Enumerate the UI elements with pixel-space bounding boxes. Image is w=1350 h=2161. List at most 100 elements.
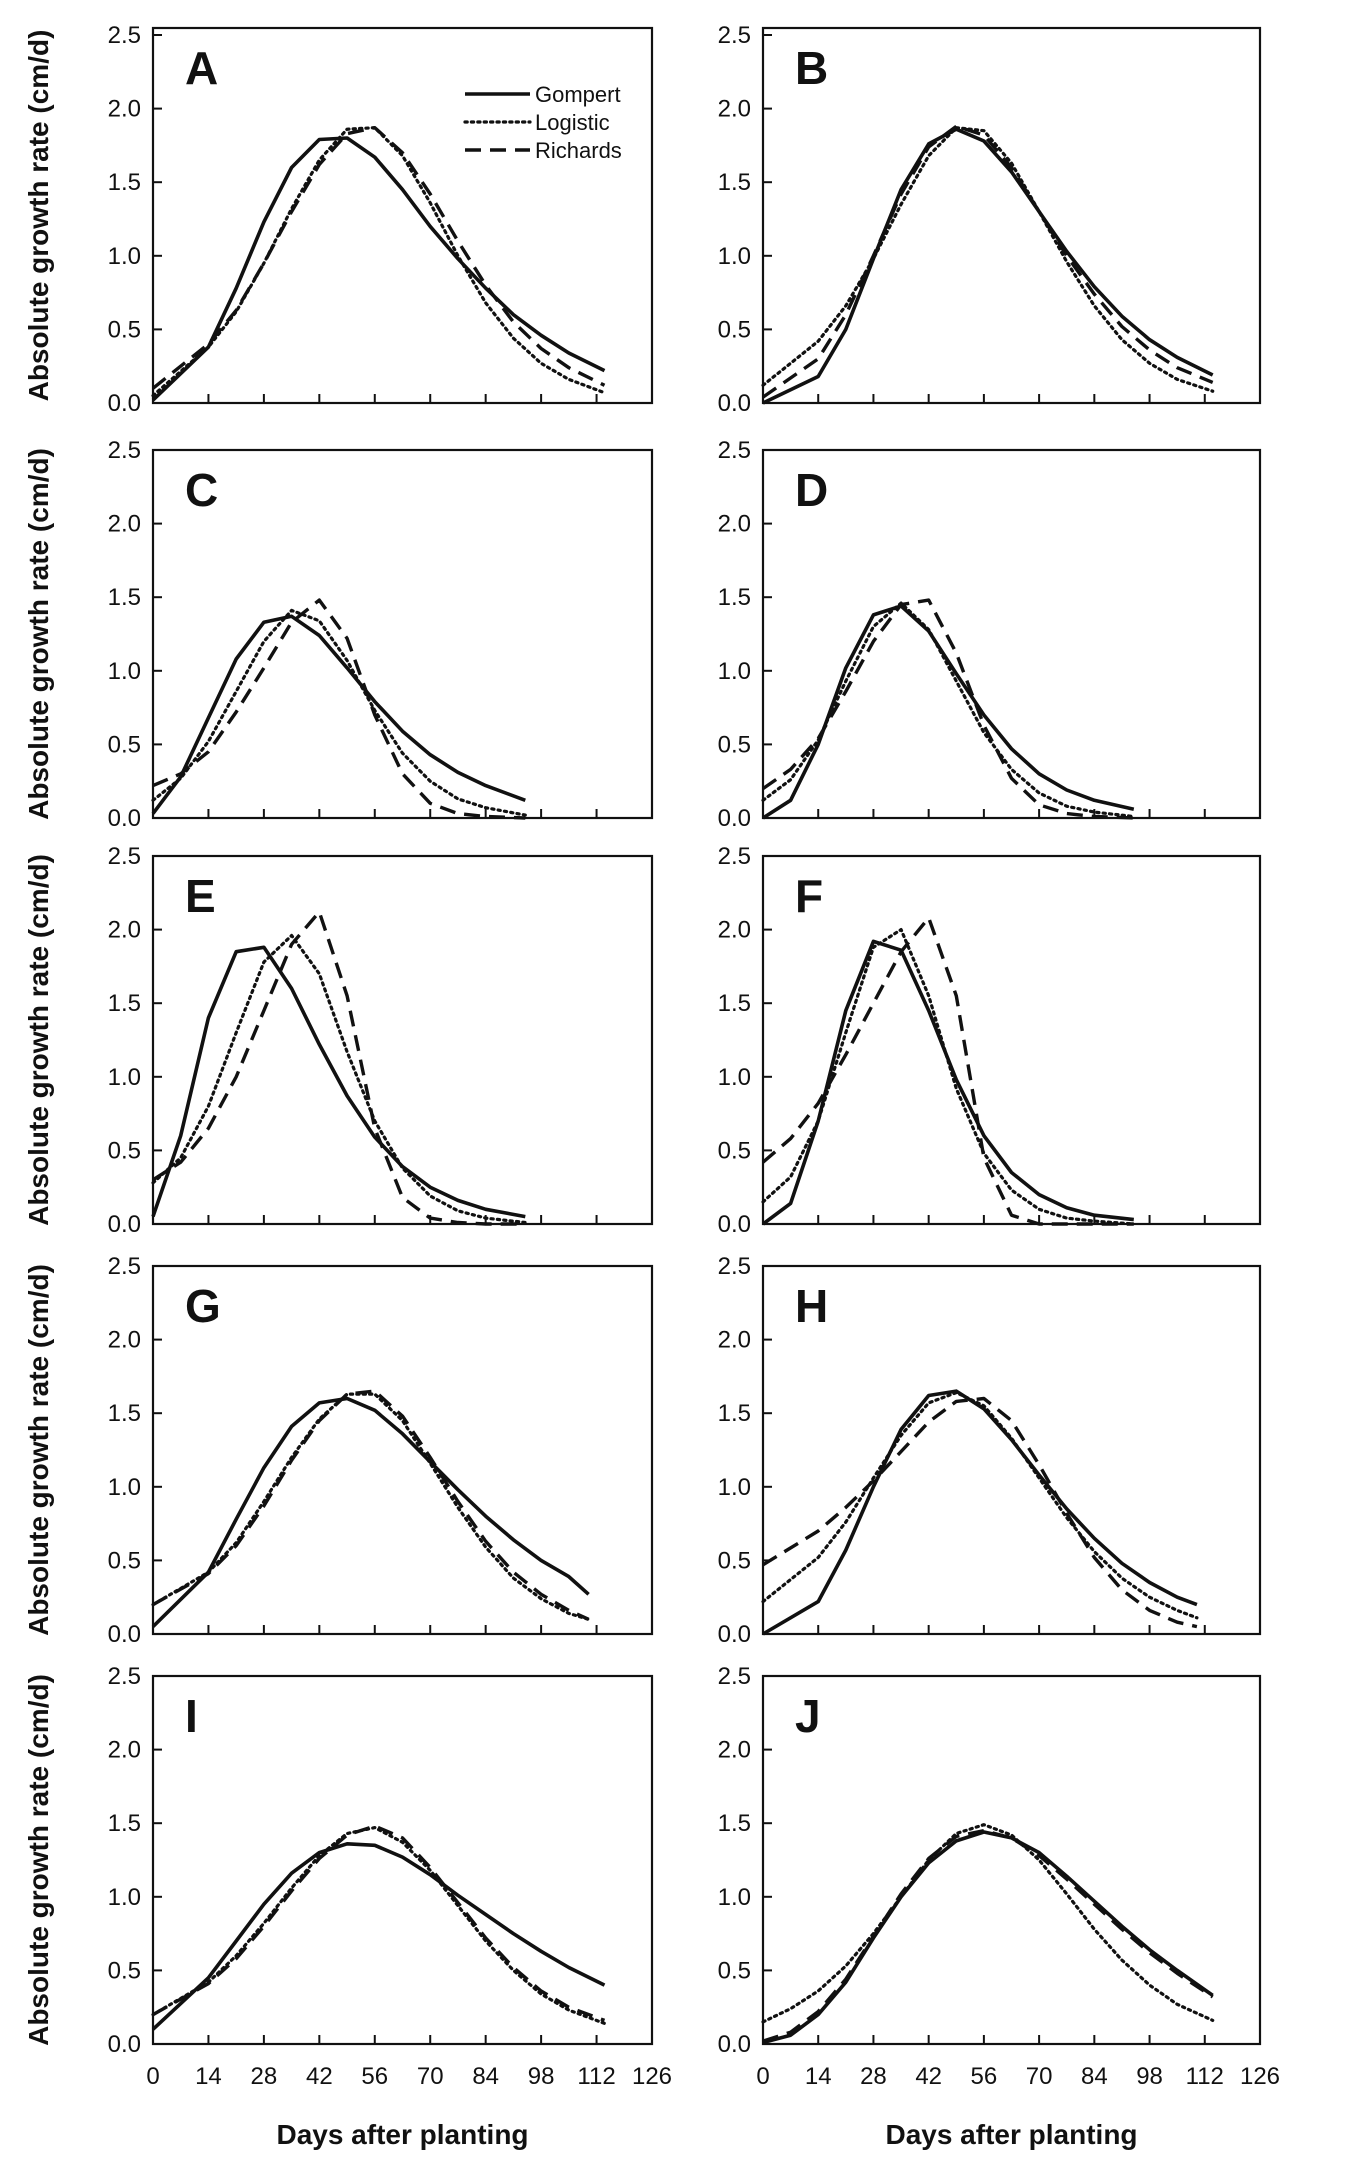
series-logistic-line bbox=[151, 126, 607, 398]
x-tick-label: 0 bbox=[146, 2063, 159, 2090]
x-tick-label: 42 bbox=[306, 2063, 333, 2090]
x-tick-label: 98 bbox=[528, 2063, 555, 2090]
series-richards-line bbox=[152, 910, 526, 1226]
y-tick-label: 1.5 bbox=[108, 1810, 141, 1837]
x-tick-label: 56 bbox=[971, 2063, 998, 2090]
panel-label: A bbox=[185, 42, 218, 94]
legend-label-logistic: Logistic bbox=[535, 110, 610, 135]
series-richards-line bbox=[152, 1389, 590, 1621]
y-tick-label: 1.0 bbox=[718, 1064, 751, 1091]
y-tick-label: 2.0 bbox=[718, 96, 751, 123]
series-gompert-line bbox=[151, 136, 606, 402]
x-tick-label: 14 bbox=[805, 2063, 832, 2090]
series-gompert-line bbox=[151, 1842, 606, 2031]
y-tick-label: 2.0 bbox=[108, 96, 141, 123]
y-tick-label: 0.5 bbox=[108, 1137, 141, 1164]
series-richards-line bbox=[151, 126, 606, 390]
plot-frame bbox=[761, 1264, 1262, 1636]
x-tick-label: 56 bbox=[361, 2063, 388, 2090]
x-tick-label: 84 bbox=[1081, 2063, 1108, 2090]
series-logistic-line bbox=[151, 608, 527, 817]
panel-i: 0.0 0.5 1.0 1.5 2.0 2.5 I Absolute growth rate … bbox=[23, 1663, 672, 2150]
y-axis-title: Absolute growth rate (cm/d) bbox=[23, 854, 54, 1226]
y-tick-label: 1.0 bbox=[108, 1474, 141, 1501]
panel-c: 0.0 0.5 1.0 1.5 2.0 2.5 C Absolute growth rate … bbox=[23, 437, 654, 832]
series-gompert-line bbox=[761, 939, 1134, 1226]
panel-h: 0.0 0.5 1.0 1.5 2.0 2.5 H bbox=[718, 1253, 1262, 1648]
plot-frame bbox=[151, 1674, 654, 2046]
series-logistic-line bbox=[761, 126, 1215, 393]
series-richards-line bbox=[152, 1824, 606, 2022]
panel-label: C bbox=[185, 464, 218, 516]
series-gompert-line bbox=[151, 945, 526, 1219]
series-richards-line bbox=[761, 916, 1134, 1226]
y-tick-label: 2.0 bbox=[718, 511, 751, 538]
y-tick-label: 2.5 bbox=[718, 1663, 751, 1690]
series-gompert-line bbox=[151, 1396, 590, 1628]
y-tick-label: 2.0 bbox=[718, 917, 751, 944]
y-tick-label: 0.0 bbox=[108, 805, 141, 832]
series-logistic-line bbox=[761, 1823, 1215, 2024]
y-tick-label: 0.0 bbox=[718, 805, 751, 832]
x-tick-label: 126 bbox=[632, 2063, 672, 2090]
x-tick-label: 98 bbox=[1136, 2063, 1163, 2090]
y-tick-label: 2.5 bbox=[718, 437, 751, 464]
y-tick-label: 0.5 bbox=[108, 1547, 141, 1574]
y-tick-label: 1.0 bbox=[718, 1474, 751, 1501]
panel-label: H bbox=[795, 1280, 828, 1332]
y-axis-title: Absolute growth rate (cm/d) bbox=[23, 30, 54, 402]
y-tick-label: 2.0 bbox=[108, 1327, 141, 1354]
plot-frame bbox=[761, 854, 1262, 1226]
y-tick-label: 2.5 bbox=[718, 22, 751, 49]
series-richards-line bbox=[762, 124, 1214, 399]
x-tick-label: 70 bbox=[1026, 2063, 1053, 2090]
x-tick-label: 42 bbox=[915, 2063, 942, 2090]
y-tick-label: 0.5 bbox=[718, 1957, 751, 1984]
y-tick-label: 0.5 bbox=[108, 316, 141, 343]
y-tick-label: 0.0 bbox=[108, 1211, 141, 1238]
panel-label: E bbox=[185, 870, 216, 922]
x-tick-label: 70 bbox=[417, 2063, 444, 2090]
y-tick-label: 0.0 bbox=[108, 390, 141, 417]
x-tick-label: 0 bbox=[756, 2063, 769, 2090]
series-gompert-line bbox=[762, 127, 1214, 405]
legend-label-gompert: Gompert bbox=[535, 82, 621, 107]
plot-frame bbox=[761, 448, 1262, 820]
x-tick-label: 112 bbox=[577, 2063, 615, 2090]
panel-label: D bbox=[795, 464, 828, 516]
plot-frame bbox=[151, 26, 654, 405]
y-tick-label: 2.5 bbox=[108, 22, 141, 49]
series-logistic-line bbox=[761, 1391, 1199, 1620]
y-tick-label: 1.5 bbox=[108, 990, 141, 1017]
y-tick-label: 1.0 bbox=[108, 243, 141, 270]
y-tick-label: 1.5 bbox=[108, 584, 141, 611]
plot-frame bbox=[151, 448, 654, 820]
y-tick-label: 1.0 bbox=[108, 1064, 141, 1091]
y-tick-label: 2.0 bbox=[718, 1737, 751, 1764]
y-tick-label: 1.0 bbox=[108, 658, 141, 685]
x-axis-title: Days after planting bbox=[276, 2119, 528, 2150]
y-tick-label: 0.0 bbox=[108, 2031, 141, 2058]
x-tick-label: 112 bbox=[1186, 2063, 1224, 2090]
series-gompert-line bbox=[151, 614, 526, 815]
panel-label: F bbox=[795, 870, 823, 922]
legend-label-richards: Richards bbox=[535, 138, 622, 163]
legend: Gompert Logistic Richards bbox=[463, 82, 622, 163]
y-tick-label: 1.0 bbox=[718, 1884, 751, 1911]
y-tick-label: 0.5 bbox=[718, 316, 751, 343]
y-tick-label: 1.5 bbox=[108, 1400, 141, 1427]
panel-label: I bbox=[185, 1690, 198, 1742]
panel-a: 0.0 0.5 1.0 1.5 2.0 2.5 A Absolute growth rate … bbox=[23, 22, 654, 417]
y-tick-label: 0.0 bbox=[718, 1621, 751, 1648]
y-tick-label: 1.5 bbox=[718, 1400, 751, 1427]
y-tick-label: 0.5 bbox=[718, 1547, 751, 1574]
y-tick-label: 1.0 bbox=[108, 1884, 141, 1911]
y-tick-label: 2.0 bbox=[108, 1737, 141, 1764]
y-tick-label: 2.5 bbox=[108, 1663, 141, 1690]
y-tick-label: 0.5 bbox=[108, 731, 141, 758]
x-tick-label: 84 bbox=[472, 2063, 499, 2090]
y-tick-label: 1.5 bbox=[718, 584, 751, 611]
plot-frame bbox=[761, 26, 1262, 405]
series-gompert-line bbox=[762, 1389, 1198, 1636]
y-tick-label: 2.5 bbox=[108, 1253, 141, 1280]
